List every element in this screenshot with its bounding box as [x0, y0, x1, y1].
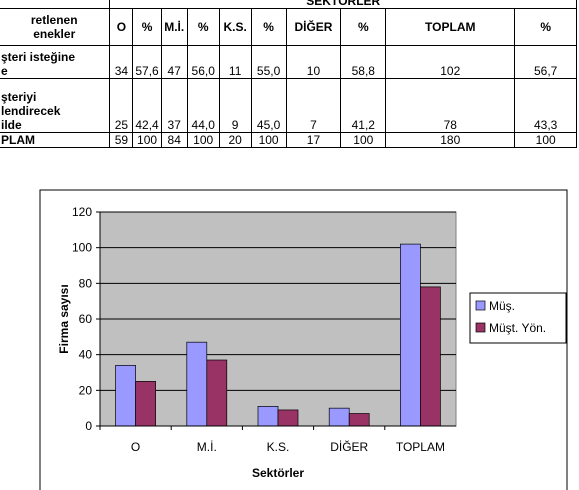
row-label-line: e [1, 64, 8, 78]
x-tick-label: K.S. [267, 440, 290, 454]
column-header: M.İ. [160, 8, 188, 46]
legend-swatch [475, 300, 486, 311]
cell: 100 [186, 132, 220, 148]
cell: 47 [160, 45, 188, 79]
cell: 45,0 [250, 78, 287, 133]
column-header: TOPLAM [385, 8, 516, 46]
cell: 180 [385, 132, 516, 148]
table-row: PLAM 59 100 84 100 20 100 17 100 180 100 [0, 132, 577, 148]
y-tick-label: 80 [79, 276, 93, 290]
column-header: % [132, 8, 162, 46]
row-label: şteri isteğine e [0, 45, 111, 79]
y-tick-label: 20 [79, 383, 93, 397]
column-header: K.S. [218, 8, 252, 46]
corner-label: retlenen enekler [0, 8, 111, 46]
cell: 102 [385, 45, 516, 79]
row-label-line: şteri isteğine [1, 50, 76, 64]
y-tick-label: 0 [85, 419, 92, 433]
bar [115, 365, 136, 427]
legend-swatch [475, 322, 486, 333]
row-label-line: PLAM [1, 133, 35, 147]
header-row: retlenen enekler O% M.İ.% K.S.% DİĞER% TOPLAM% [0, 8, 577, 46]
cell: 78 [385, 78, 516, 133]
x-tick-label: DİĞER [330, 439, 368, 454]
cell: 37 [160, 78, 188, 133]
row-label-line: ilde [1, 118, 22, 132]
legend-label: Müşt. Yön. [489, 321, 546, 335]
bar [420, 286, 441, 427]
corner-line: enekler [33, 27, 76, 41]
row-label-line: lendirecek [1, 104, 61, 118]
bar [348, 413, 370, 427]
bar [186, 341, 208, 427]
bar [257, 406, 279, 427]
x-tick-label: TOPLAM [396, 440, 445, 454]
legend-box [469, 292, 567, 344]
cell: 9 [218, 78, 252, 133]
cell: 17 [285, 132, 342, 148]
cell: 42,4 [132, 78, 162, 133]
cell: 34 [109, 45, 134, 79]
cell: 20 [218, 132, 252, 148]
y-tick-label: 100 [72, 241, 92, 255]
cell: 41,2 [340, 78, 387, 133]
column-header: DİĞER [285, 8, 342, 46]
y-axis-title: Firma sayısı [57, 284, 71, 353]
legend-label: Müş. [489, 299, 515, 313]
cell: 100 [250, 132, 287, 148]
row-label-line: şteriyi [1, 90, 37, 104]
cell: 43,3 [514, 78, 577, 133]
corner-line: retlenen [30, 13, 78, 27]
cell: 100 [514, 132, 577, 148]
cell: 11 [218, 45, 252, 79]
row-label: şteriyi lendirecek ilde [0, 78, 111, 133]
bar [277, 409, 299, 427]
bar [206, 359, 228, 427]
table-row: şteriyi lendirecek ilde 25 42,4 37 44,0 9 45,0 7 4… [0, 78, 577, 133]
y-tick-label: 40 [79, 348, 93, 362]
x-tick-label: M.İ. [197, 440, 217, 454]
row-label: PLAM [0, 132, 111, 148]
cell: 100 [132, 132, 162, 148]
bar [328, 407, 350, 427]
column-header: % [250, 8, 287, 46]
x-tick-label: O [131, 440, 140, 454]
bar [400, 243, 421, 427]
bar [135, 381, 156, 427]
x-axis-title: Sektörler [252, 466, 304, 480]
y-tick-label: 120 [72, 205, 92, 219]
y-tick-label: 60 [79, 312, 93, 326]
column-header: % [514, 8, 577, 46]
cell: 100 [340, 132, 387, 148]
cell: 84 [160, 132, 188, 148]
data-table: SEKTÖRLER retlenen enekler O% M.İ.% K.S.% DİĞE… [0, 0, 577, 148]
table-row: şteri isteğine e 34 57,6 47 56,0 11 55,0 10 58,8 1… [0, 45, 577, 79]
cell: 56,7 [514, 45, 577, 79]
